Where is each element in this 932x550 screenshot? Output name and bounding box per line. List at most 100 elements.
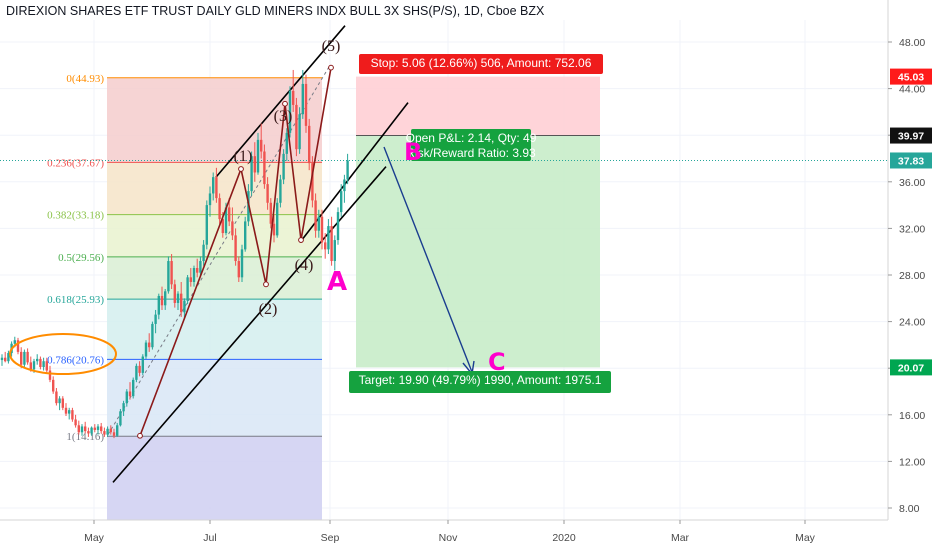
candle-body <box>141 356 144 373</box>
price-tag-label: 45.03 <box>898 72 924 84</box>
candle-body <box>4 357 7 362</box>
fib-zone <box>107 436 322 520</box>
y-tick-label: 8.00 <box>899 503 920 515</box>
candle-body <box>23 351 26 365</box>
candle-body <box>333 240 336 262</box>
target-label-text: Target: 19.90 (49.79%) 1990, Amount: 197… <box>359 373 602 387</box>
pnl-label-text: Open P&L: 2.14, Qty: 49 <box>406 131 537 145</box>
candle-body <box>93 427 96 430</box>
risk-reward-zones <box>356 76 600 368</box>
candle-body <box>42 361 45 368</box>
candle-body <box>298 114 301 150</box>
candle-body <box>340 191 343 213</box>
x-tick-label: Nov <box>439 532 458 544</box>
candle-body <box>320 216 324 243</box>
projection-arrow <box>383 146 473 373</box>
candle-body <box>157 295 160 315</box>
candle-body <box>80 426 84 433</box>
candle-body <box>164 291 167 306</box>
candle-body <box>317 216 320 231</box>
candle-body <box>256 139 260 173</box>
wave-label: (2) <box>259 301 278 318</box>
x-tick-label: Mar <box>671 532 690 544</box>
candle-body <box>119 411 122 426</box>
fib-label: 0.236(37.67) <box>47 157 104 169</box>
candle-body <box>266 184 269 203</box>
candle-body <box>250 156 253 192</box>
wave-path <box>139 67 332 437</box>
candle-body <box>308 125 311 164</box>
y-tick-label: 48.00 <box>899 37 925 49</box>
fib-zone <box>107 214 322 257</box>
candle-body <box>170 261 173 285</box>
candle-body <box>20 351 23 365</box>
price-tag-label: 39.97 <box>898 131 924 143</box>
elliott-wave: (1) (2) (3) (4) (5) <box>137 38 340 439</box>
price-tag-label: 37.83 <box>898 155 924 167</box>
stop-label: Stop: 5.06 (12.66%) 506, Amount: 752.06 <box>359 54 603 74</box>
pnl-label-text: Risk/Reward Ratio: 3.93 <box>406 146 536 160</box>
candle-body <box>148 342 151 348</box>
stop-label-text: Stop: 5.06 (12.66%) 506, Amount: 752.06 <box>371 56 592 70</box>
candle-body <box>260 139 263 152</box>
candle-body <box>32 361 36 370</box>
candle-body <box>132 379 135 397</box>
target-label: Target: 19.90 (49.79%) 1990, Amount: 197… <box>349 371 611 393</box>
candle-body <box>84 426 87 432</box>
candle-body <box>244 221 247 250</box>
candle-body <box>212 177 215 194</box>
candle-body <box>215 177 218 199</box>
price-tag-bg <box>890 127 932 144</box>
candle-body <box>167 261 170 292</box>
candle-body <box>71 410 74 420</box>
target-label-bg <box>349 371 611 393</box>
candle-body <box>128 391 132 397</box>
candle-body <box>58 398 61 404</box>
candle-body <box>324 242 327 250</box>
candle-body <box>135 365 138 380</box>
candle-body <box>202 244 205 262</box>
candle-body <box>68 410 71 414</box>
candle-body <box>292 90 295 105</box>
price-tag: 45.03 <box>890 68 932 85</box>
candle-body <box>7 353 10 362</box>
y-tick-label: 24.00 <box>899 317 925 329</box>
candle-body <box>183 300 186 313</box>
x-tick-label: May <box>795 532 816 544</box>
candle-body <box>96 426 100 430</box>
candle-body <box>304 83 308 126</box>
chart-title: DIREXION SHARES ETF TRUST DAILY GLD MINE… <box>6 4 545 18</box>
candle-body <box>77 425 80 433</box>
stop-label-bg <box>359 54 603 74</box>
price-tag: 20.07 <box>890 359 932 376</box>
candle-body <box>276 202 279 236</box>
candle-body <box>272 223 276 236</box>
wave-label: (4) <box>295 257 314 274</box>
candle-body <box>100 426 103 432</box>
candle-body <box>36 358 39 362</box>
candle-body <box>90 427 93 434</box>
candle-body <box>39 358 42 368</box>
wave-point <box>137 432 143 439</box>
candle-body <box>237 261 240 278</box>
wave-point <box>282 100 288 107</box>
candle-body <box>314 200 317 231</box>
candle-body <box>180 293 183 313</box>
candle-body <box>112 432 116 436</box>
candle-body <box>106 428 109 435</box>
candle-body <box>196 268 199 273</box>
handwritten-a: A <box>327 267 347 297</box>
candle-body <box>208 193 212 206</box>
candle-body <box>346 160 349 180</box>
fib-zone <box>107 256 322 300</box>
fib-label: 1(14.16) <box>66 431 104 443</box>
candle-body <box>45 361 48 371</box>
candle-body <box>87 431 90 434</box>
price-tag-label: 20.07 <box>898 362 924 374</box>
y-tick-label: 28.00 <box>899 270 925 282</box>
fib-zone <box>107 299 322 360</box>
candle-body <box>253 156 256 173</box>
